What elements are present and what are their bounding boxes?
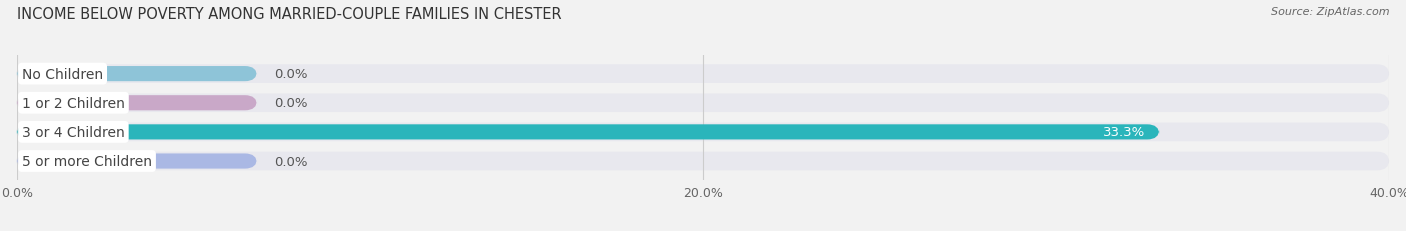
Text: 0.0%: 0.0%	[274, 68, 308, 81]
Text: 3 or 4 Children: 3 or 4 Children	[22, 125, 125, 139]
Text: 33.3%: 33.3%	[1104, 126, 1146, 139]
Text: 5 or more Children: 5 or more Children	[22, 154, 152, 168]
Text: Source: ZipAtlas.com: Source: ZipAtlas.com	[1271, 7, 1389, 17]
Text: 1 or 2 Children: 1 or 2 Children	[22, 96, 125, 110]
Text: 0.0%: 0.0%	[274, 97, 308, 110]
FancyBboxPatch shape	[17, 65, 1389, 84]
Text: INCOME BELOW POVERTY AMONG MARRIED-COUPLE FAMILIES IN CHESTER: INCOME BELOW POVERTY AMONG MARRIED-COUPL…	[17, 7, 561, 22]
Text: 0.0%: 0.0%	[274, 155, 308, 168]
FancyBboxPatch shape	[17, 154, 257, 169]
FancyBboxPatch shape	[17, 152, 1389, 171]
FancyBboxPatch shape	[17, 94, 1389, 112]
FancyBboxPatch shape	[17, 123, 1389, 142]
Text: No Children: No Children	[22, 67, 103, 81]
FancyBboxPatch shape	[17, 96, 257, 111]
FancyBboxPatch shape	[17, 125, 1160, 140]
FancyBboxPatch shape	[17, 67, 257, 82]
